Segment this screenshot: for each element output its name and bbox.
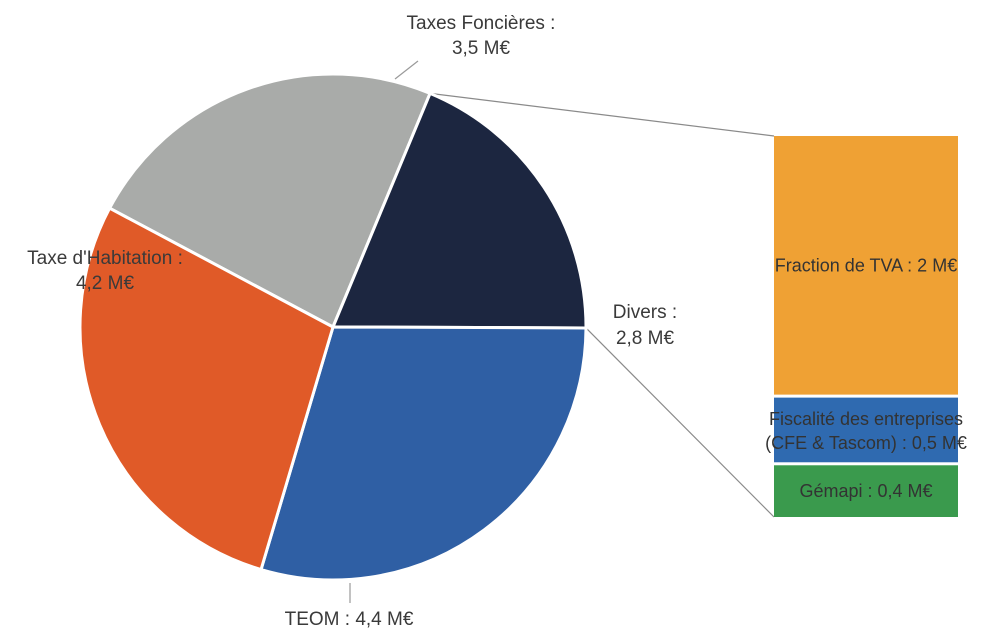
bar-label-fiscalite-des-entreprises-cfe-tascom: Fiscalité des entreprises: [769, 409, 963, 429]
leader-line-taxes-foncieres: [394, 60, 419, 80]
pie-slice-divers: [331, 91, 588, 330]
pie-label-taxes-foncieres-value: 3,5 M€: [452, 38, 511, 59]
stacked-bar: [774, 136, 958, 517]
pie-label-divers: Divers :: [613, 302, 677, 323]
pie-label-teom: TEOM : 4,4 M€: [285, 609, 414, 630]
bar-label-fraction-de-tva: Fraction de TVA : 2 M€: [775, 255, 957, 275]
pie-label-taxes-foncieres: Taxes Foncières :: [407, 13, 556, 34]
pie-label-divers-value: 2,8 M€: [616, 328, 675, 349]
pie: [78, 72, 588, 582]
connector-line-bottom: [585, 327, 775, 518]
bar-label-fiscalite-des-entreprises-cfe-tascom-value: (CFE & Tascom) : 0,5 M€: [765, 433, 967, 453]
connector-line-top: [430, 92, 775, 137]
pie-slice-taxes-foncieres: [108, 72, 432, 329]
pie-label-taxe-d-habitation-value: 4,2 M€: [76, 273, 135, 294]
bar-label-gemapi: Gémapi : 0,4 M€: [799, 481, 932, 501]
bar-segment-gemapi: [774, 465, 958, 517]
pie-label-taxe-d-habitation: Taxe d'Habitation :: [27, 248, 183, 269]
labels: Taxes Foncières : 3,5 M€ Divers : 2,8 M€ TEO…: [27, 13, 967, 630]
leader-lines: [349, 60, 419, 603]
pie-slice-teom: [259, 325, 588, 582]
connector-lines: [430, 92, 775, 518]
bar-segment-fraction-de-tva: [774, 136, 958, 395]
bar-segment-fiscalite-des-entreprises-cfe-tascom: [774, 397, 958, 463]
pie-slice-taxe-d-habitation: [78, 206, 335, 572]
